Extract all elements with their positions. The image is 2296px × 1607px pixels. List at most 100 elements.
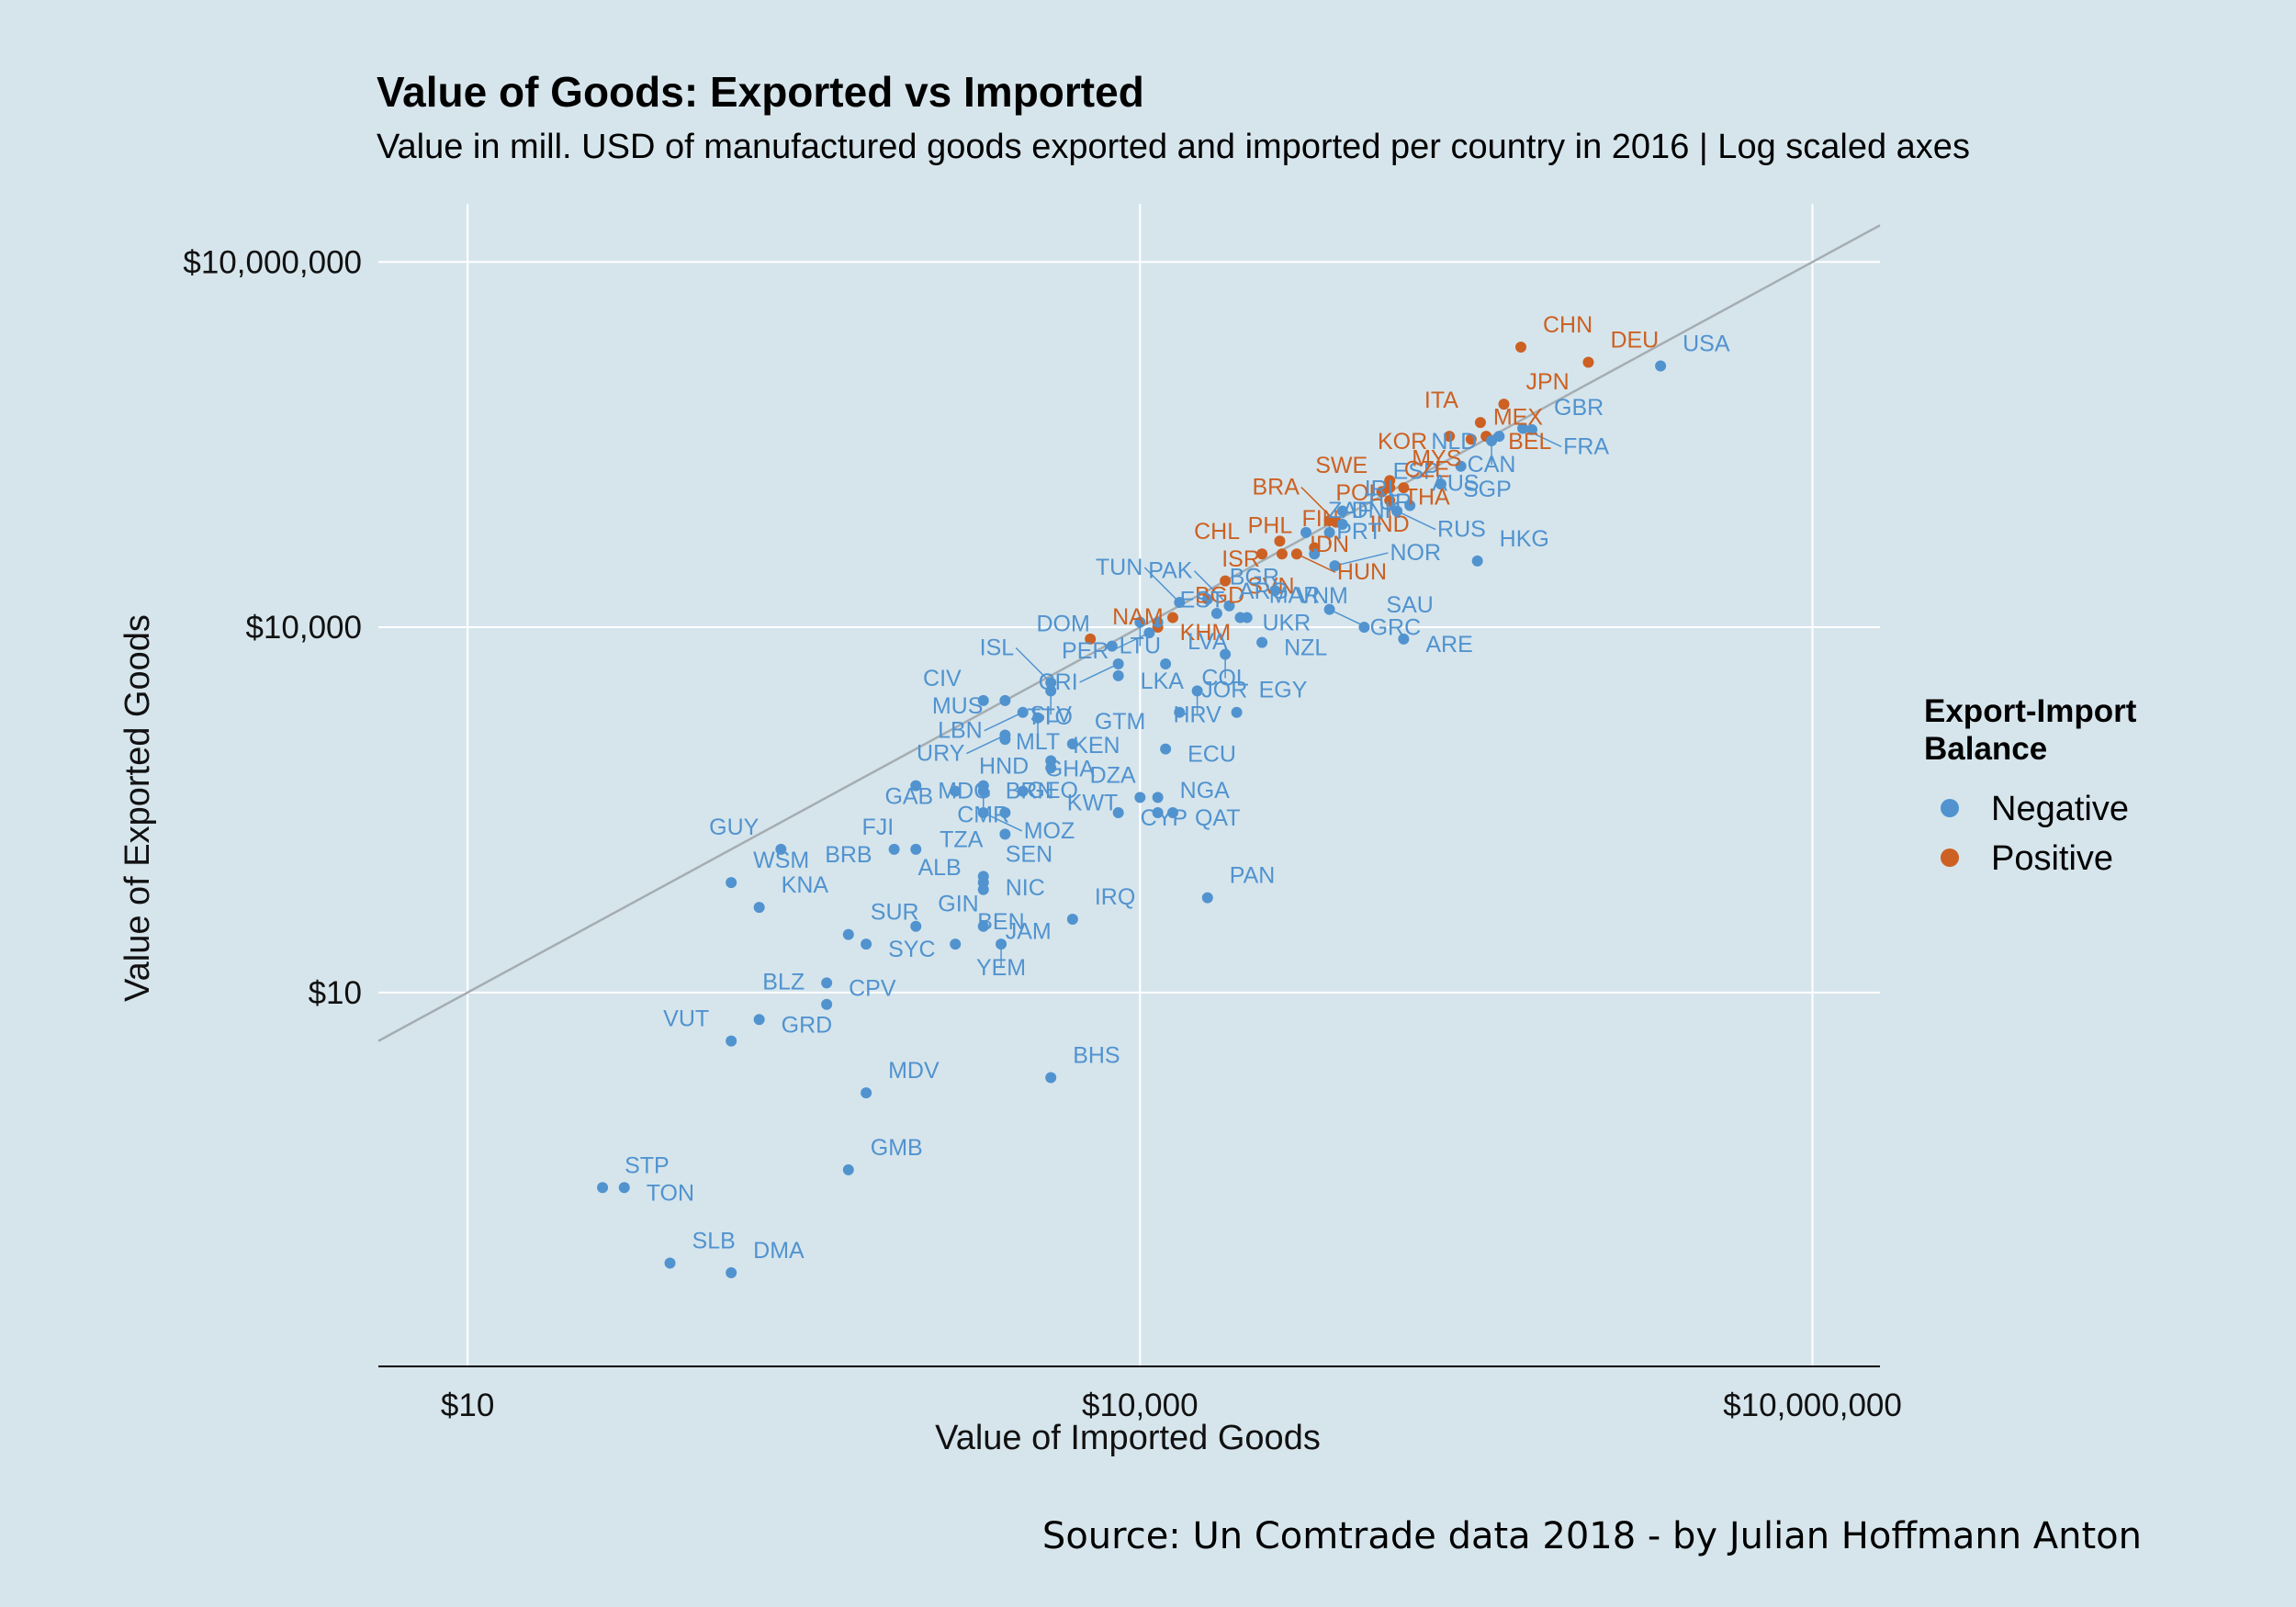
point-label: HND (979, 754, 1029, 780)
point-label: GMB (871, 1135, 923, 1161)
point-label: BHS (1073, 1043, 1120, 1069)
point-label: TTO (1027, 704, 1073, 730)
data-point (1398, 482, 1410, 494)
point-label: BRA (1252, 475, 1300, 500)
label-leader-line (984, 712, 1024, 732)
x-tick-label: $10,000 (1082, 1388, 1199, 1423)
point-label: IND (1370, 511, 1410, 537)
chart-title: Value of Goods: Exported vs Imported (377, 68, 1144, 116)
point-label: SEN (1006, 841, 1052, 867)
label-leader-line (1193, 570, 1230, 607)
point-label: NOR (1390, 540, 1441, 566)
point-label: MUS (932, 693, 984, 719)
point-label: VUT (663, 1006, 709, 1032)
point-label: TZA (940, 826, 984, 852)
label-leader-line (966, 734, 1006, 755)
data-point (1276, 548, 1288, 560)
point-label: NGA (1180, 778, 1231, 804)
data-point (1160, 743, 1172, 755)
point-label: KOR (1378, 429, 1427, 455)
data-point (1134, 792, 1146, 804)
data-point (1376, 486, 1388, 498)
point-label: KNA (782, 872, 829, 898)
point-label: IDN (1310, 532, 1349, 557)
point-label: KEN (1073, 733, 1120, 759)
point-label: STP (625, 1152, 670, 1178)
data-point (1045, 677, 1057, 689)
point-label: URY (917, 741, 965, 767)
point-label: GTM (1095, 709, 1146, 735)
point-label: FRA (1563, 433, 1609, 459)
data-point (996, 938, 1007, 950)
label-leader-line (1396, 510, 1436, 531)
point-label: MDV (888, 1058, 940, 1084)
data-point (1358, 622, 1370, 634)
data-point (753, 902, 765, 914)
point-label: FJI (862, 815, 895, 840)
point-label: ESP (1393, 459, 1439, 485)
label-leader-line (1143, 567, 1180, 603)
data-point (821, 998, 833, 1010)
x-tick-label: $10,000,000 (1723, 1388, 1902, 1423)
point-label: HKG (1500, 526, 1549, 552)
label-leader-line (1079, 663, 1119, 683)
point-label: GHA (1045, 757, 1096, 782)
data-point (861, 938, 872, 950)
point-label: FIN (1301, 506, 1338, 532)
point-label: KWT (1067, 790, 1119, 815)
point-label: BEL (1508, 429, 1551, 455)
y-tick-label: $10,000,000 (183, 244, 362, 280)
data-point (1444, 431, 1456, 443)
point-label: JPN (1526, 369, 1570, 395)
data-point (1017, 785, 1029, 797)
data-point (1290, 548, 1302, 560)
data-point (1191, 685, 1203, 697)
data-point (1474, 417, 1486, 429)
legend-title-line-2: Balance (1924, 731, 2047, 767)
point-label: HRV (1173, 702, 1221, 727)
point-label: IRL (1365, 477, 1401, 502)
point-label: BRB (825, 842, 872, 868)
y-tick-label: $10,000 (245, 610, 362, 646)
point-label: GRC (1370, 615, 1422, 641)
point-label: MAR (1269, 583, 1321, 609)
label-leader-line (1110, 632, 1150, 652)
label-leader-line (1015, 646, 1052, 684)
point-label: NZL (1284, 635, 1327, 661)
data-point (1223, 600, 1235, 612)
point-label: LTU (1120, 634, 1161, 659)
y-axis-label: Value of Exported Goods (118, 614, 157, 1002)
point-label: CYP (1141, 805, 1187, 831)
label-leader-line (1296, 553, 1336, 573)
label-leader-line (983, 812, 1023, 832)
point-label: LBN (938, 718, 983, 744)
data-point (1220, 648, 1232, 660)
data-point (1066, 738, 1078, 750)
point-label: NAM (1112, 604, 1164, 630)
point-label: BGR (1230, 565, 1279, 590)
point-label: SLB (692, 1228, 736, 1253)
point-label: YEM (976, 955, 1026, 981)
point-label: CZE (1404, 456, 1450, 482)
point-label: CHL (1194, 519, 1240, 545)
data-point (1166, 612, 1178, 624)
point-label: HUN (1337, 559, 1387, 585)
point-label: CRI (1039, 669, 1078, 695)
point-label: SAU (1386, 592, 1433, 618)
data-point (1526, 423, 1538, 435)
point-label: JAM (1006, 919, 1052, 945)
data-point (1231, 706, 1243, 718)
data-point (726, 1035, 737, 1047)
data-point (977, 694, 989, 706)
data-point (1241, 612, 1253, 624)
point-label: IRQ (1095, 884, 1135, 910)
point-label: JOR (1201, 678, 1247, 703)
point-label: CHN (1543, 312, 1593, 338)
point-label: SWE (1315, 453, 1367, 478)
data-point (1336, 505, 1348, 517)
point-label: VNM (1297, 583, 1348, 609)
point-label: UKR (1262, 611, 1311, 636)
data-point (1514, 341, 1526, 353)
point-label: PHL (1248, 512, 1293, 538)
data-point (1134, 616, 1146, 628)
